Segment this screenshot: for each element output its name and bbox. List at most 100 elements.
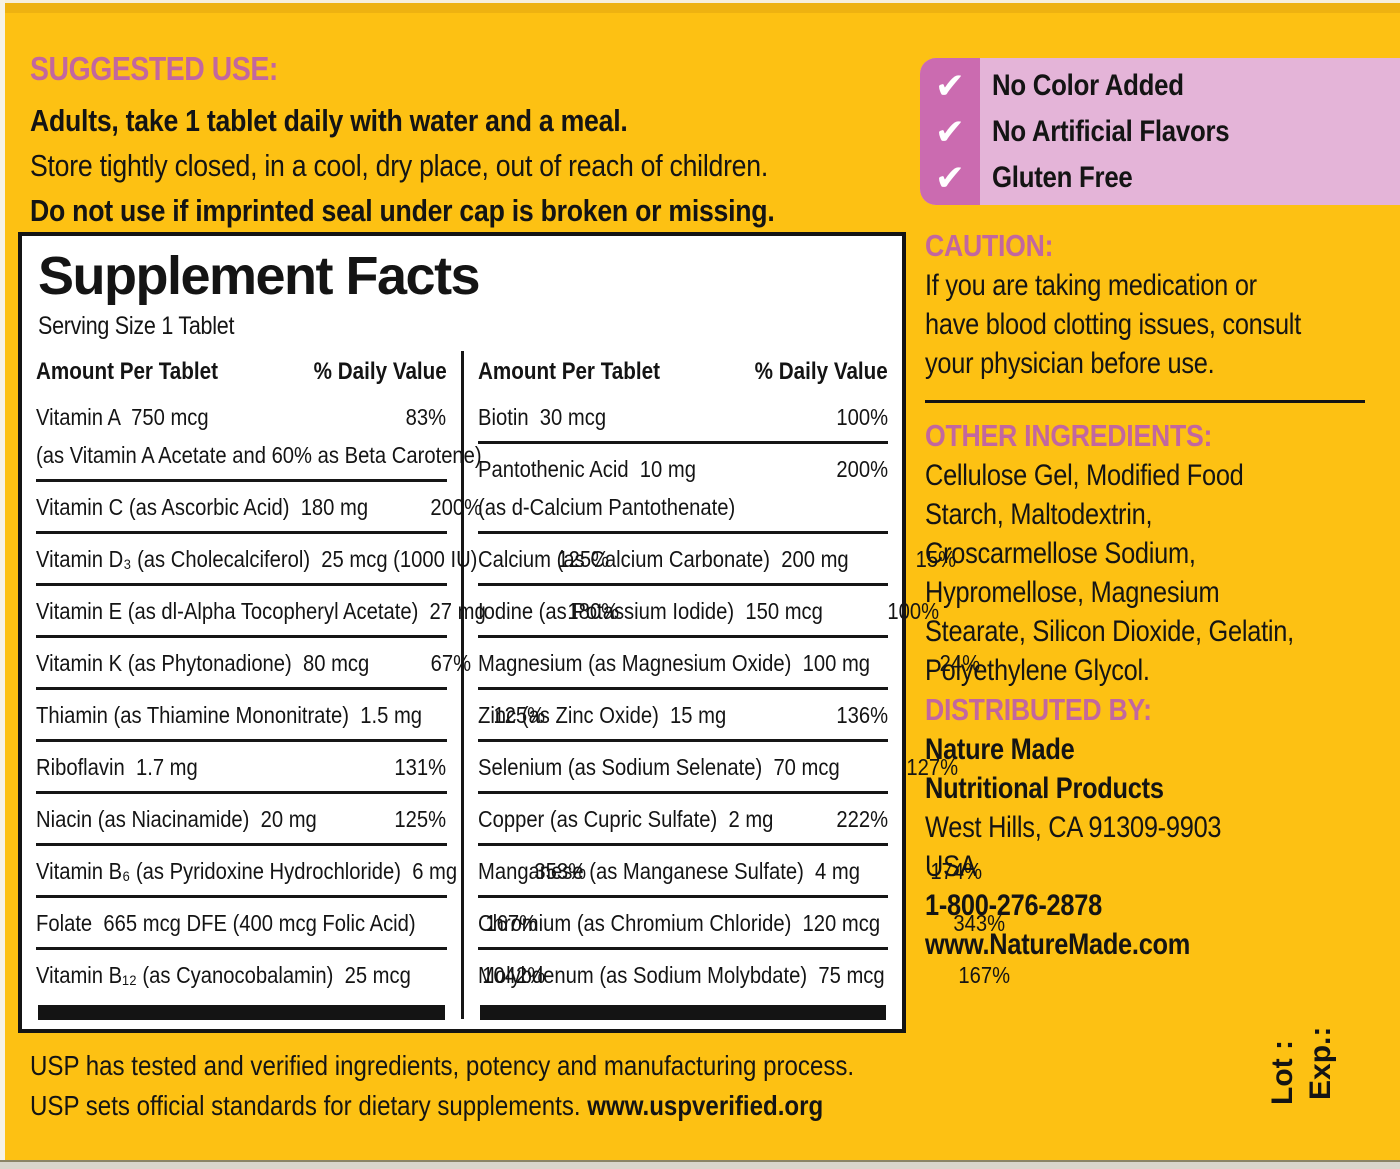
distributor-name-text: Nature Made <box>925 733 1075 766</box>
nutrient-name: Iodine (as Potassium Iodide) 150 mcg <box>477 598 823 624</box>
table-bottom-bar <box>38 1005 445 1020</box>
nutrient-name: Riboflavin 1.7 mg <box>36 754 198 780</box>
ingredients-line: Croscarmellose Sodium, <box>925 534 1383 573</box>
nutrient-name: Calcium (as Calcium Carbonate) 200 mg <box>477 546 849 572</box>
exp-label: Exp.: <box>1304 1026 1337 1100</box>
nutrient-name: Copper (as Cupric Sulfate) 2 mg <box>477 806 773 832</box>
column-header: Amount Per Tablet % Daily Value <box>478 351 889 392</box>
table-row: Biotin 30 mcg 100% <box>477 392 888 444</box>
suggested-use-line-1: Adults, take 1 tablet daily with water a… <box>30 98 910 143</box>
usp-line-1-text: USP has tested and verified ingredients,… <box>30 1050 855 1081</box>
claim-row: ✔ No Color Added <box>920 64 1400 108</box>
daily-value: 343% <box>953 910 1006 936</box>
daily-value: 125% <box>557 546 610 572</box>
daily-value: 83% <box>406 404 447 430</box>
daily-value: 174% <box>930 858 982 884</box>
suggested-use-line-3-text: Do not use if imprinted seal under cap i… <box>30 193 775 228</box>
ingredients-line-text: Cellulose Gel, Modified Food <box>925 459 1244 492</box>
distributor-website: www.NatureMade.com <box>925 925 1383 964</box>
lot-label: Lot : <box>1266 1040 1299 1105</box>
table-row: Folate 665 mcg DFE (400 mcg Folic Acid) … <box>36 898 538 950</box>
nutrient-name: Zinc (as Zinc Oxide) 15 mg <box>477 702 726 728</box>
daily-value: 131% <box>394 754 447 780</box>
claim-label: No Color Added <box>980 69 1215 103</box>
nutrient-name: Vitamin D₃ (as Cholecalciferol) 25 mcg (… <box>36 546 478 572</box>
distributor-phone-text: 1-800-276-2878 <box>925 889 1102 922</box>
nutrient-name: Vitamin B₆ (as Pyridoxine Hydrochloride)… <box>36 858 458 884</box>
section-divider <box>925 400 1365 403</box>
check-icon: ✔ <box>934 110 966 152</box>
suggested-use-line-2-text: Store tightly closed, in a cool, dry pla… <box>30 148 768 183</box>
suggested-use-section: SUGGESTED USE: Adults, take 1 tablet dai… <box>30 50 910 233</box>
ingredients-line: Stearate, Silicon Dioxide, Gelatin, <box>925 612 1383 651</box>
suggested-use-line-3: Do not use if imprinted seal under cap i… <box>30 188 910 233</box>
nutrient-name: Folate 665 mcg DFE (400 mcg Folic Acid) <box>36 910 416 936</box>
suggested-use-line-1-text: Adults, take 1 tablet daily with water a… <box>30 103 628 138</box>
ingredients-line: Cellulose Gel, Modified Food <box>925 456 1383 495</box>
daily-value: 353% <box>534 858 586 884</box>
claims-rows: ✔ No Color Added ✔ No Artificial Flavors… <box>920 58 1400 205</box>
daily-value: 100% <box>886 598 939 624</box>
daily-value: 127% <box>906 754 959 780</box>
distributed-by-heading-text: DISTRIBUTED BY: <box>925 692 1152 727</box>
distributor-website-text: www.NatureMade.com <box>925 928 1191 961</box>
nutrient-name: Magnesium (as Magnesium Oxide) 100 mg <box>477 650 870 676</box>
claims-box: ✔ No Color Added ✔ No Artificial Flavors… <box>920 58 1400 205</box>
claim-row: ✔ No Artificial Flavors <box>920 110 1400 154</box>
usp-verified-url: www.uspverified.org <box>587 1090 824 1121</box>
column-divider <box>460 351 464 1019</box>
other-ingredients-heading-text: OTHER INGREDIENTS: <box>925 418 1213 453</box>
nutrient-name: Vitamin B₁₂ (as Cyanocobalamin) 25 mcg <box>36 962 411 988</box>
suggested-use-line-2: Store tightly closed, in a cool, dry pla… <box>30 143 910 188</box>
table-row: Molybdenum (as Sodium Molybdate) 75 mcg … <box>477 950 1011 999</box>
usp-line-2-prefix: USP sets official standards for dietary … <box>30 1090 588 1121</box>
caution-line: If you are taking medication or <box>925 266 1383 305</box>
nutrient-name: Selenium (as Sodium Selenate) 70 mcg <box>477 754 840 780</box>
table-row: Vitamin K (as Phytonadione) 80 mcg 67% <box>36 638 471 690</box>
daily-value: 100% <box>836 404 888 430</box>
ingredients-line-text: Hypromellose, Magnesium <box>925 576 1220 609</box>
daily-value: 24% <box>939 650 981 676</box>
table-row: Selenium (as Sodium Selenate) 70 mcg 127… <box>477 742 958 794</box>
caution-line: your physician before use. <box>925 344 1383 383</box>
serving-size: Serving Size 1 Tablet <box>38 312 888 341</box>
nutrient-name: Thiamin (as Thiamine Mononitrate) 1.5 mg <box>36 702 423 728</box>
daily-value-header: % Daily Value <box>754 358 888 385</box>
usp-line-2: USP sets official standards for dietary … <box>30 1086 988 1126</box>
caution-line-text: have blood clotting issues, consult <box>925 308 1301 341</box>
check-icon: ✔ <box>934 64 966 106</box>
distributor-name-text: Nutritional Products <box>925 772 1164 805</box>
caution-line-text: your physician before use. <box>925 347 1215 380</box>
table-row: Pantothenic Acid 10 mg 200% (as d-Calciu… <box>477 444 888 534</box>
table-row: Thiamin (as Thiamine Mononitrate) 1.5 mg… <box>36 690 545 742</box>
nutrient-name: Vitamin C (as Ascorbic Acid) 180 mg <box>36 494 369 520</box>
column-header: Amount Per Tablet % Daily Value <box>36 351 447 392</box>
check-icon: ✔ <box>934 156 966 198</box>
other-ingredients-heading: OTHER INGREDIENTS: <box>925 416 1383 456</box>
usp-line-2-text: USP sets official standards for dietary … <box>30 1086 823 1126</box>
distributor-address: USA <box>925 847 1383 886</box>
daily-value: 15% <box>915 546 956 572</box>
daily-value: 180% <box>567 598 620 624</box>
daily-value: 125% <box>394 806 447 832</box>
facts-columns: Amount Per Tablet % Daily Value Vitamin … <box>36 351 1011 1020</box>
claim-label: Gluten Free <box>980 161 1155 195</box>
distributor-phone: 1-800-276-2878 <box>925 886 1383 925</box>
distributor-address-text: USA <box>925 850 977 883</box>
daily-value: 1042% <box>482 962 546 988</box>
label-left-edge <box>0 0 5 1169</box>
nutrient-name: Vitamin A 750 mcg <box>36 404 209 430</box>
nutrient-source-note: (as d-Calcium Pantothenate) <box>477 494 735 520</box>
caution-heading-text: CAUTION: <box>925 228 1054 263</box>
nutrient-name: Chromium (as Chromium Chloride) 120 mcg <box>477 910 880 936</box>
distributor-address: West Hills, CA 91309-9903 <box>925 808 1383 847</box>
facts-rows-right: Biotin 30 mcg 100% Pantothenic Acid 10 m… <box>477 392 1011 999</box>
daily-value: 167% <box>958 962 1011 988</box>
label-bottom-edge <box>0 1160 1400 1169</box>
claim-label-text: No Artificial Flavors <box>992 114 1230 148</box>
supplement-facts-panel: Supplement Facts Serving Size 1 Tablet A… <box>18 232 1011 1033</box>
table-row: Vitamin B₁₂ (as Cyanocobalamin) 25 mcg 1… <box>36 950 545 999</box>
nutrient-name: Vitamin K (as Phytonadione) 80 mcg <box>36 650 370 676</box>
nutrient-name: Molybdenum (as Sodium Molybdate) 75 mcg <box>477 962 885 988</box>
nutrient-name: Niacin (as Niacinamide) 20 mg <box>36 806 317 832</box>
